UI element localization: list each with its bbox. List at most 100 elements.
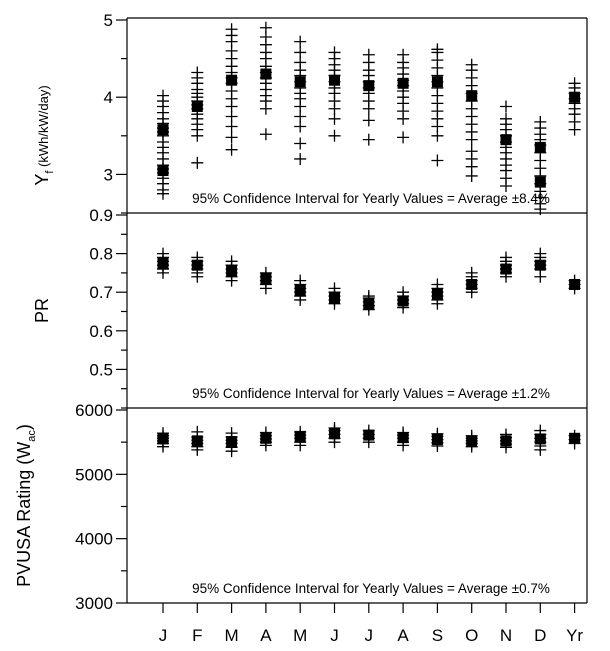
data-point-plus [397,131,410,144]
data-point-plus [294,274,307,287]
average-marker [157,433,169,445]
average-marker [294,430,306,442]
average-marker [534,433,546,445]
average-marker [329,74,340,86]
x-tick-label: A [397,626,409,645]
average-marker [500,435,512,447]
data-point-plus [259,21,272,34]
confidence-interval-annotation: 95% Confidence Interval for Yearly Value… [192,386,550,401]
y-tick-label: 0.9 [89,206,113,225]
confidence-interval-annotation: 95% Confidence Interval for Yearly Value… [192,581,550,596]
average-marker [191,100,203,112]
data-point-plus [225,131,238,144]
x-tick-label: M [293,626,307,645]
average-marker [157,165,169,177]
data-point-plus [294,46,307,59]
average-marker [500,134,512,146]
data-point-plus [500,112,512,125]
average-marker [466,278,478,290]
average-marker [294,284,306,296]
average-marker [191,435,203,447]
average-marker [294,76,306,88]
average-marker [534,259,546,271]
data-point-plus [465,266,478,279]
data-point-plus [465,58,478,71]
x-tick-label: S [432,626,443,645]
average-marker [260,432,272,444]
x-tick-label: J [330,626,339,645]
average-marker [191,259,203,271]
average-marker [534,141,546,153]
x-tick-label: J [159,626,168,645]
data-point-plus [294,137,307,150]
data-point-plus [259,128,272,141]
data-point-plus [431,43,444,56]
data-point-plus [362,133,375,146]
average-marker [397,295,409,307]
data-point-plus [328,46,341,59]
average-marker [260,68,272,80]
data-point-plus [534,115,547,128]
y-tick-label: 6000 [75,401,113,420]
data-point-plus [500,100,512,113]
average-marker [466,435,478,447]
data-point-plus [294,120,307,133]
average-marker [260,273,272,285]
x-tick-label: N [500,626,512,645]
x-tick-label: Yr [566,626,583,645]
data-point-plus [294,152,307,165]
data-point-plus [362,114,375,127]
data-point-plus [362,48,375,61]
average-marker [226,436,238,448]
y-tick-label: 0.8 [89,245,113,264]
x-tick-label: O [465,626,478,645]
data-point-plus [225,120,238,133]
data-point-plus [328,282,341,295]
data-point-plus [328,112,341,125]
data-point-plus [294,35,307,48]
average-marker [397,432,409,444]
average-marker [569,91,581,103]
average-marker [534,176,546,188]
data-point-plus [465,145,478,158]
data-point-plus [431,154,444,167]
average-marker [157,257,169,269]
x-tick-label: J [365,626,374,645]
average-marker [569,432,581,444]
y-tick-label: 0.7 [89,283,113,302]
average-marker [431,434,443,446]
average-marker [226,74,238,86]
data-point-plus [191,66,204,79]
data-point-plus [225,255,238,268]
x-tick-label: A [260,626,272,645]
average-marker [157,124,169,136]
data-point-plus [397,48,410,61]
data-point-plus [568,77,581,90]
x-tick-label: D [534,626,546,645]
data-point-plus [191,156,204,169]
data-point-plus [328,129,341,142]
data-point-plus [500,251,512,264]
confidence-interval-annotation: 95% Confidence Interval for Yearly Value… [192,191,550,206]
data-point-plus [225,110,238,123]
y-axis-label: PVUSA Rating (Wac) [14,424,38,587]
data-point-plus [534,247,547,260]
data-point-plus [225,23,238,36]
x-tick-label: F [192,626,202,645]
average-marker [500,263,512,275]
data-point-plus [431,278,444,291]
y-tick-label: 5000 [75,465,113,484]
average-marker [431,288,443,300]
y-tick-label: 4000 [75,530,113,549]
average-marker [363,80,375,92]
x-tick-label: M [225,626,239,645]
average-marker [431,76,443,88]
average-marker [569,278,581,290]
y-tick-label: 0.5 [89,360,113,379]
y-axis-label: PR [32,298,52,323]
data-point-plus [294,56,307,69]
data-point-plus [157,247,169,260]
average-marker [226,265,238,277]
